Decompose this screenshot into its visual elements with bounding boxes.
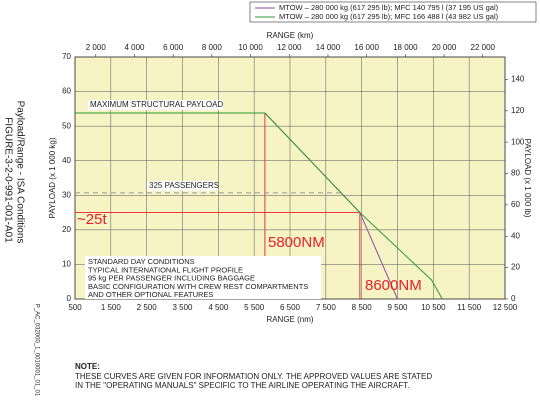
x-tick-label: 2 500 [137, 303, 158, 312]
legend-label: MTOW – 280 000 kg (617 295 lb); MFC 140 … [279, 3, 499, 12]
passengers-label: 325 PASSENGERS [149, 181, 219, 190]
legend-label: MTOW – 280 000 kg (617 295 lb); MFC 166 … [279, 12, 499, 21]
y-tick-label: 20 [62, 225, 71, 234]
note-line: IN THE "OPERATING MANUALS" SPECIFIC TO T… [75, 381, 409, 390]
label-bg [88, 100, 223, 110]
sidebar-title: Payload/Range - ISA Conditions [14, 101, 25, 244]
x-tick-label: 11 500 [457, 303, 481, 312]
condition-line: 95 kg PER PASSENGER INCLUDING BAGGAGE [88, 274, 255, 283]
x2-tick-label: 16 000 [354, 43, 379, 52]
condition-line: AND OTHER OPTIONAL FEATURES [88, 290, 213, 299]
series-line [75, 112, 443, 300]
x2-tick-label: 10 000 [238, 43, 263, 52]
y2-tick-label: 120 [511, 106, 525, 115]
conditions-box [85, 256, 321, 299]
y2-tick-label: 40 [511, 231, 520, 240]
y2-tick-label: 60 [511, 200, 520, 209]
y2-tick-label: 20 [511, 263, 520, 272]
y-tick-label: 0 [67, 294, 72, 303]
annotation: 8600NM [365, 277, 422, 294]
x-axis-title: RANGE (nm) [266, 315, 313, 324]
figure-id: FIGURE-3-2-0-991-001-A01 [2, 117, 13, 243]
y-tick-label: 40 [62, 156, 71, 165]
code: P_AC_032000_1_0010001_01_01 [33, 304, 39, 397]
condition-line: STANDARD DAY CONDITIONS [88, 257, 195, 266]
y2-tick-label: 140 [511, 75, 525, 84]
x2-tick-label: 22 000 [471, 43, 496, 52]
y-tick-label: 30 [62, 190, 71, 199]
x-tick-label: 6 500 [280, 303, 301, 312]
x2-tick-label: 12 000 [277, 43, 302, 52]
annotation: 5800NM [268, 234, 325, 251]
y2-tick-label: 100 [511, 137, 525, 146]
condition-line: TYPICAL INTERNATIONAL FLIGHT PROFILE [88, 265, 243, 274]
label-bg [147, 181, 217, 191]
x-tick-label: 8 500 [352, 303, 373, 312]
x2-tick-label: 4 000 [124, 43, 145, 52]
condition-line: BASIC CONFIGURATION WITH CREW REST COMPA… [88, 282, 308, 291]
y-axis-title: PAYLOAD (x 1 000 kg) [48, 137, 57, 218]
y-tick-label: 60 [62, 87, 71, 96]
y-tick-label: 50 [62, 121, 71, 130]
x-tick-label: 1 500 [101, 303, 122, 312]
x2-tick-label: 14 000 [316, 43, 341, 52]
x2-tick-label: 18 000 [393, 43, 418, 52]
x-tick-label: 5 500 [244, 303, 265, 312]
note-line: THESE CURVES ARE GIVEN FOR INFORMATION O… [75, 372, 432, 381]
y2-tick-label: 80 [511, 169, 520, 178]
y2-tick-label: 0 [511, 294, 516, 303]
annotation: ~25t [77, 211, 107, 228]
legend-box [249, 1, 537, 23]
x-tick-label: 4 500 [208, 303, 229, 312]
x-tick-label: 500 [68, 303, 82, 312]
x-tick-label: 7 500 [316, 303, 337, 312]
y2-axis-title: PAYLOAD (x 1 000 lb) [523, 139, 532, 218]
x2-tick-label: 8 000 [202, 43, 223, 52]
x2-axis-title: RANGE (km) [267, 31, 314, 40]
x2-tick-label: 2 000 [86, 43, 107, 52]
x-tick-label: 12 500 [493, 303, 518, 312]
x-tick-label: 9 500 [387, 303, 408, 312]
x2-tick-label: 20 000 [432, 43, 457, 52]
y-tick-label: 70 [62, 52, 71, 61]
y-tick-label: 10 [62, 260, 71, 269]
note-title: NOTE: [75, 362, 100, 371]
x2-tick-label: 6 000 [163, 43, 184, 52]
x-tick-label: 10 500 [421, 303, 446, 312]
max-payload-label: MAXIMUM STRUCTURAL PAYLOAD [90, 100, 223, 109]
x-tick-label: 3 500 [172, 303, 193, 312]
